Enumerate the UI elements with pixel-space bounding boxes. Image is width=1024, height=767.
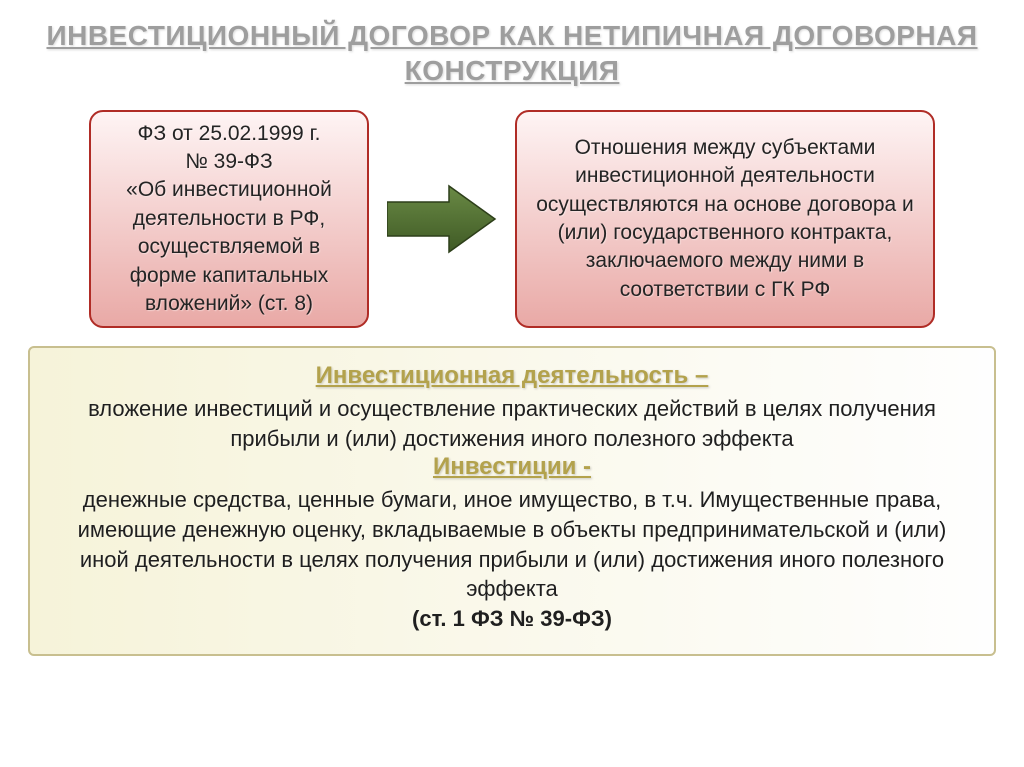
def-footnote: (ст. 1 ФЗ № 39-ФЗ) xyxy=(58,606,966,632)
title-container: ИНВЕСТИЦИОННЫЙ ДОГОВОР КАК НЕТИПИЧНАЯ ДО… xyxy=(0,0,1024,100)
arrow-icon xyxy=(387,184,497,254)
def2-body: денежные средства, ценные бумаги, иное и… xyxy=(58,485,966,604)
left-law-box: ФЗ от 25.02.1999 г. № 39-ФЗ «Об инвестиц… xyxy=(89,110,369,328)
definitions-panel: Инвестиционная деятельность – вложение и… xyxy=(28,346,996,656)
def2-heading: Инвестиции - xyxy=(433,453,591,481)
top-row: ФЗ от 25.02.1999 г. № 39-ФЗ «Об инвестиц… xyxy=(0,100,1024,346)
arrow-wrap xyxy=(387,184,497,254)
def1-body: вложение инвестиций и осуществление прак… xyxy=(58,394,966,453)
slide-title: ИНВЕСТИЦИОННЫЙ ДОГОВОР КАК НЕТИПИЧНАЯ ДО… xyxy=(40,18,984,88)
def1-heading: Инвестиционная деятельность – xyxy=(316,362,709,390)
right-relations-box: Отношения между субъектами инвестиционно… xyxy=(515,110,935,328)
